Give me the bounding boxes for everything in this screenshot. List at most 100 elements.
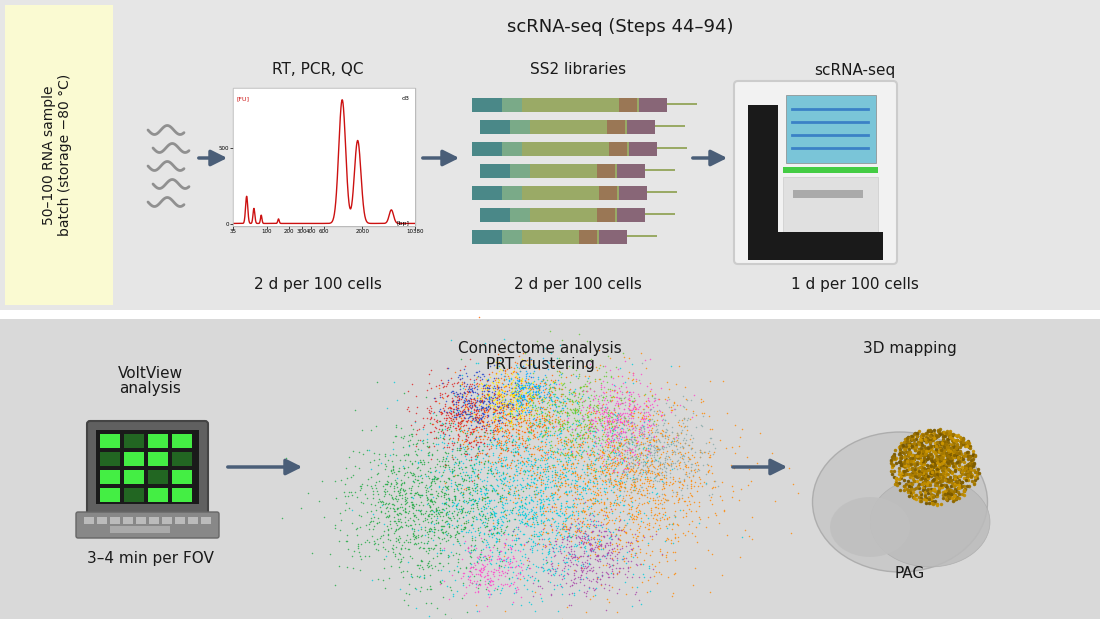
Point	[398, 404, 416, 414]
Point	[505, 597, 522, 607]
Point	[492, 588, 509, 598]
Point	[600, 469, 617, 479]
Point	[522, 405, 540, 415]
Point	[630, 498, 648, 508]
Point	[740, 532, 758, 542]
Point	[553, 615, 571, 619]
Point	[584, 426, 602, 436]
Point	[556, 478, 573, 488]
Point	[512, 422, 529, 431]
Bar	[480, 120, 510, 134]
Point	[593, 465, 611, 475]
Point	[495, 539, 513, 548]
Point	[475, 421, 493, 431]
Point	[530, 416, 548, 426]
Point	[606, 458, 624, 468]
Point	[418, 483, 436, 493]
Point	[542, 392, 560, 402]
Point	[478, 570, 496, 580]
Point	[608, 494, 626, 504]
Point	[598, 550, 616, 560]
Point	[605, 404, 623, 414]
Point	[517, 521, 535, 531]
Point	[641, 461, 659, 470]
Point	[477, 379, 495, 389]
Point	[657, 427, 674, 437]
Point	[451, 422, 469, 432]
Point	[607, 513, 625, 523]
Point	[612, 431, 629, 441]
Point	[431, 476, 449, 486]
Point	[493, 456, 510, 465]
Point	[564, 413, 582, 423]
Point	[437, 461, 454, 470]
Point	[499, 417, 517, 426]
Point	[454, 442, 472, 452]
Point	[582, 534, 600, 544]
Point	[596, 387, 614, 397]
Point	[493, 453, 510, 463]
Point	[558, 448, 575, 458]
Point	[456, 387, 474, 397]
Point	[508, 582, 526, 592]
Point	[538, 389, 556, 399]
Point	[653, 407, 671, 417]
Point	[658, 424, 675, 434]
Point	[513, 410, 530, 420]
Point	[563, 519, 581, 529]
Point	[630, 572, 648, 582]
Point	[554, 397, 572, 407]
Point	[605, 448, 623, 458]
Point	[433, 521, 451, 530]
Point	[478, 508, 496, 518]
Point	[636, 411, 653, 421]
Point	[492, 440, 509, 450]
Point	[604, 546, 622, 556]
Point	[470, 431, 487, 441]
Point	[620, 402, 638, 412]
Point	[581, 378, 598, 387]
Point	[700, 465, 717, 475]
Point	[495, 383, 513, 392]
Point	[475, 503, 493, 513]
Point	[554, 542, 572, 552]
Point	[713, 477, 730, 487]
Point	[602, 396, 619, 406]
Point	[612, 451, 629, 461]
Point	[539, 467, 557, 477]
Point	[433, 504, 451, 514]
Point	[513, 373, 530, 383]
Point	[650, 520, 668, 530]
Point	[656, 472, 673, 482]
Point	[494, 469, 512, 478]
Point	[563, 418, 581, 428]
Point	[644, 389, 661, 399]
Point	[414, 422, 431, 432]
Point	[509, 429, 527, 439]
Point	[591, 445, 608, 455]
Point	[536, 413, 553, 423]
Point	[487, 397, 505, 407]
Point	[403, 492, 420, 502]
Point	[647, 445, 664, 455]
Point	[505, 514, 522, 524]
Point	[585, 546, 603, 556]
Point	[587, 438, 605, 448]
Point	[581, 371, 598, 381]
Point	[518, 395, 536, 405]
Point	[640, 447, 658, 457]
Point	[465, 475, 483, 485]
Point	[574, 503, 592, 513]
Point	[525, 477, 542, 487]
Point	[715, 504, 733, 514]
Point	[483, 532, 500, 542]
Point	[379, 511, 397, 521]
Point	[336, 505, 353, 515]
Point	[526, 410, 543, 420]
Point	[352, 554, 370, 564]
Point	[584, 532, 602, 542]
Point	[521, 391, 539, 400]
Point	[580, 534, 597, 544]
Point	[498, 443, 516, 453]
Point	[452, 420, 470, 430]
